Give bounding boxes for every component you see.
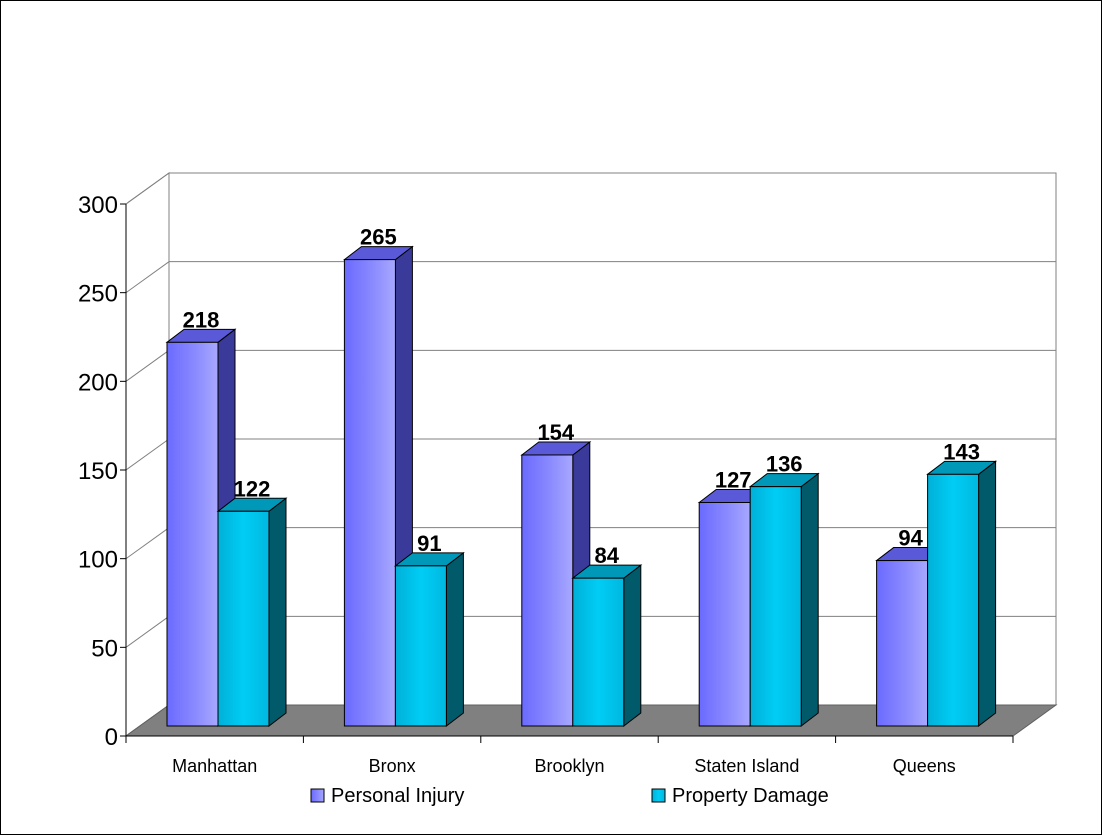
- x-tick-label: Bronx: [369, 756, 416, 776]
- bar-property-damage-staten-island: [748, 472, 820, 728]
- gridline-side: [125, 349, 170, 382]
- data-label: 94: [898, 526, 923, 551]
- bar-property-damage-manhattan: [216, 497, 288, 728]
- bar-front: [572, 577, 625, 727]
- y-tick-label: 200: [78, 369, 118, 396]
- bar-front: [927, 473, 980, 727]
- gridline-side: [125, 527, 170, 560]
- bar-side: [268, 497, 287, 728]
- data-label: 91: [417, 531, 441, 556]
- bar-front: [876, 560, 929, 727]
- legend-label: Property Damage: [672, 785, 829, 807]
- gridline-side: [125, 438, 170, 471]
- gridline-side: [125, 261, 170, 294]
- bar-front: [217, 510, 270, 727]
- y-tick-label: 150: [78, 458, 118, 485]
- legend-label: Personal Injury: [331, 785, 464, 807]
- x-tick-label: Staten Island: [694, 756, 799, 776]
- legend-item-personal-injury: Personal Injury: [310, 785, 464, 807]
- y-tick-label: 0: [105, 724, 118, 751]
- gridline-side: [125, 615, 170, 648]
- bar-front: [698, 501, 751, 727]
- legend-swatch: [651, 788, 666, 803]
- bar-side: [800, 472, 819, 728]
- legend-item-property-damage: Property Damage: [651, 785, 829, 807]
- labels-group: 218 122 265 91 154 84 127 136 94 143: [183, 225, 980, 569]
- data-label: 136: [766, 452, 803, 477]
- bar-front: [166, 341, 219, 727]
- y-tick-label: 250: [78, 281, 118, 308]
- x-tick-label: Queens: [893, 756, 956, 776]
- data-label: 122: [234, 476, 271, 501]
- legend-swatch: [310, 788, 325, 803]
- bar-property-damage-bronx: [393, 551, 465, 728]
- data-label: 154: [537, 420, 574, 445]
- bar-front: [394, 565, 447, 727]
- data-label: 218: [183, 307, 220, 332]
- bar-property-damage-brooklyn: [571, 564, 643, 728]
- bar-property-damage-queens: [926, 460, 998, 728]
- x-tick-label: Brooklyn: [534, 756, 604, 776]
- legend: Personal Injury Property Damage: [310, 785, 829, 807]
- data-label: 265: [360, 225, 397, 250]
- bar-front: [343, 259, 396, 727]
- bar-side: [445, 551, 464, 728]
- data-label: 127: [715, 467, 752, 492]
- bars-group: [165, 245, 998, 728]
- gridline-side: [125, 172, 170, 205]
- bar-side: [623, 564, 642, 728]
- bar-front: [749, 486, 802, 727]
- bar-side: [978, 460, 997, 728]
- data-label: 143: [943, 439, 980, 464]
- y-tick-label: 300: [78, 192, 118, 219]
- bar-front: [521, 454, 574, 727]
- axes-group: 0 50 100 150 200 250 300 Manhattan Bronx Brooklyn…: [78, 192, 1014, 776]
- x-tick-label: Manhattan: [172, 756, 257, 776]
- y-tick-label: 50: [91, 635, 118, 662]
- y-tick-label: 100: [78, 547, 118, 574]
- data-label: 84: [595, 543, 620, 568]
